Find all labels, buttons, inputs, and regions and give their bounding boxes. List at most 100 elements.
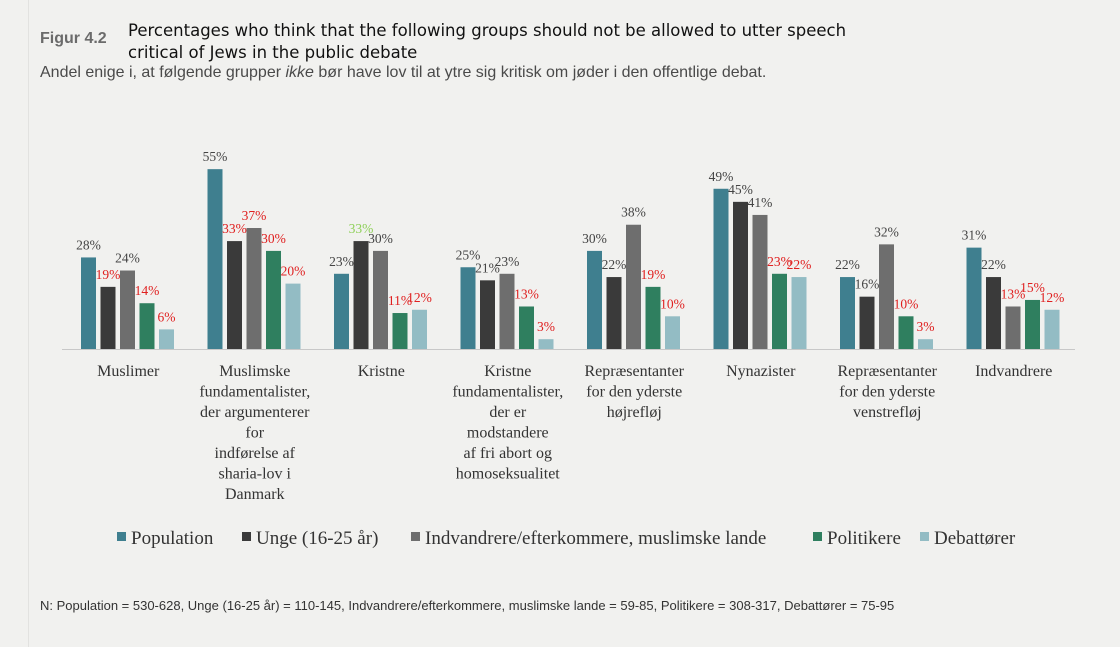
bar-6-0 (840, 277, 855, 349)
bar-7-4 (1044, 309, 1060, 349)
data-label-4-0: 30% (582, 231, 607, 246)
bar-chart: 28%19%24%14%6%Muslimer55%33%37%30%20%Mus… (62, 149, 1075, 549)
bar-5-1 (733, 201, 748, 349)
bar-1-1 (227, 241, 242, 349)
data-label-7-2: 13% (1001, 286, 1026, 301)
bar-4-0 (587, 250, 602, 349)
data-label-6-1: 16% (855, 277, 880, 292)
bar-3-4 (538, 339, 554, 349)
bar-0-4 (159, 329, 174, 349)
bar-6-4 (918, 339, 933, 349)
bar-7-0 (966, 247, 982, 349)
category-group-1: 55% 33%37% 30% 20% Muslimske fundamentalister… (199, 149, 310, 503)
legend-label-2: Indvandrere/efterkommere, muslimske land… (425, 528, 766, 549)
bar-2-2 (373, 250, 388, 349)
data-label-7-4: 12% (1040, 290, 1065, 305)
category-group-5: 49%45%41% 23%22% Nynazister (709, 169, 812, 380)
legend-label-4: Debattører (934, 528, 1016, 549)
legend-swatch-3 (813, 532, 822, 541)
data-label-3-0: 25% (456, 247, 481, 262)
legend: Population Unge (16-25 år) Indvandrere/eft… (117, 528, 1016, 549)
data-label-4-2: 38% (621, 205, 646, 220)
bar-4-1 (606, 277, 622, 349)
bar-7-1 (986, 277, 1001, 349)
data-label-0-2: 24% (115, 251, 140, 266)
data-label-5-1: 45% (728, 182, 753, 197)
category-label-2: Kristne (358, 363, 405, 380)
data-label-7-3: 15% (1020, 280, 1045, 295)
bar-2-3 (392, 313, 408, 349)
bar-4-4 (665, 316, 680, 349)
data-label-7-1: 22% (981, 257, 1006, 272)
bar-1-2 (246, 228, 262, 349)
bar-2-4 (412, 309, 427, 349)
data-label-2-0: 23% (329, 254, 354, 269)
figure-label: Figur 4.2 (40, 30, 107, 47)
data-label-0-0: 28% (76, 237, 101, 252)
subtitle-emphasis: ikke (285, 64, 314, 81)
data-label-5-4: 22% (787, 257, 812, 272)
data-label-5-0: 49% (709, 169, 734, 184)
data-label-5-3: 23% (767, 254, 792, 269)
bar-4-2 (626, 224, 641, 349)
legend-label-3: Politikere (827, 528, 901, 549)
data-label-3-1: 21% (475, 260, 500, 275)
bar-1-4 (285, 283, 301, 349)
category-label-1: Muslimske fundamentalister, der argumenter… (199, 363, 310, 503)
bar-7-2 (1005, 306, 1021, 349)
page-border (28, 0, 1120, 647)
legend-swatch-4 (920, 532, 929, 541)
data-label-2-4: 12% (407, 290, 432, 305)
data-label-0-3: 14% (135, 283, 160, 298)
bar-6-3 (898, 316, 914, 349)
chart-subtitle: Andel enige i, at følgende grupper ikke … (40, 64, 766, 82)
bar-1-3 (266, 250, 281, 349)
bar-3-1 (480, 280, 495, 349)
data-label-1-4: 20% (281, 264, 306, 279)
bar-1-0 (207, 169, 223, 349)
data-label-1-2: 37% (242, 208, 267, 223)
data-label-1-3: 30% (261, 231, 286, 246)
sample-size-note: N: Population = 530-628, Unge (16-25 år)… (40, 598, 895, 613)
category-group-0: 28% 19%24% 14% 6% Muslimer (76, 237, 175, 380)
data-label-6-3: 10% (894, 296, 919, 311)
bar-5-2 (752, 214, 768, 349)
category-label-5: Nynazister (726, 363, 796, 380)
data-label-1-0: 55% (203, 149, 228, 164)
bar-5-0 (713, 188, 729, 349)
bar-3-2 (499, 273, 515, 349)
legend-swatch-2 (411, 532, 420, 541)
bar-0-0 (81, 257, 96, 349)
category-label-3: Kristne fundamentalister, der er modstander… (452, 363, 563, 483)
bar-6-2 (879, 244, 894, 349)
subtitle-text-before: Andel enige i, at følgende grupper (40, 64, 286, 81)
legend-swatch-0 (117, 532, 126, 541)
data-label-0-4: 6% (158, 309, 176, 324)
data-label-0-1: 19% (96, 267, 121, 282)
subtitle-text-after: bør have lov til at ytre sig kritisk om … (313, 64, 767, 81)
category-label-0: Muslimer (97, 363, 160, 380)
data-label-3-4: 3% (537, 319, 555, 334)
category-label-7: Indvandrere (975, 363, 1052, 380)
category-group-2: 23% 33%30% 11%12% Kristne (329, 221, 432, 380)
category-group-7: 31% 22% 13%15%12% Indvandrere (962, 228, 1065, 380)
bar-5-4 (791, 277, 807, 349)
legend-swatch-1 (242, 532, 251, 541)
bar-0-2 (120, 270, 135, 349)
data-label-3-3: 13% (514, 286, 539, 301)
data-label-6-4: 3% (917, 319, 935, 334)
category-group-6: 22% 16% 32% 10% 3% Repræsentanter for den yder… (835, 224, 938, 421)
category-group-3: 25%21%23% 13% 3% Kristne fundamentalister, de… (452, 247, 563, 482)
data-label-7-0: 31% (962, 228, 987, 243)
data-label-2-1: 33% (349, 221, 374, 236)
data-label-5-2: 41% (748, 195, 773, 210)
data-label-2-2: 30% (368, 231, 393, 246)
bar-3-0 (460, 267, 476, 349)
bar-6-1 (859, 296, 875, 349)
data-label-1-1: 33% (222, 221, 247, 236)
legend-label-0: Population (131, 528, 214, 549)
data-label-6-0: 22% (835, 257, 860, 272)
data-label-2-3: 11% (388, 293, 412, 308)
data-label-3-2: 23% (495, 254, 520, 269)
data-label-4-4: 10% (660, 296, 685, 311)
